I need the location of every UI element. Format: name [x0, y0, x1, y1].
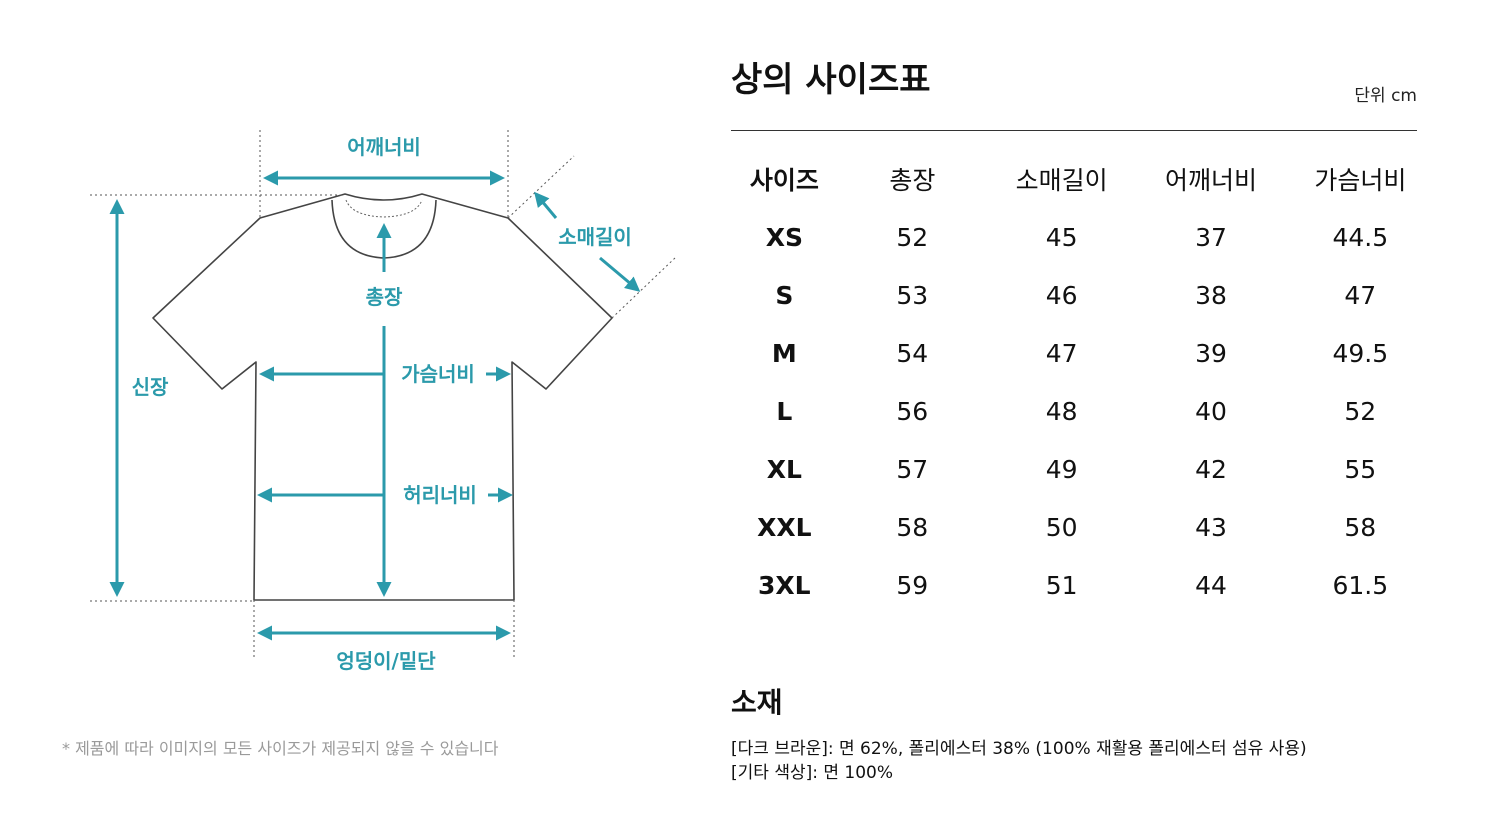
shoulder-label: 어깨너비 — [347, 135, 421, 159]
diagram-footnote: * 제품에 따라 이미지의 모든 사이즈가 제공되지 않을 수 있습니다 — [62, 739, 499, 758]
sleeve-label: 소매길이 — [558, 225, 632, 249]
size-cell: M — [771, 338, 797, 368]
sleeve-cell: 49 — [1045, 454, 1078, 484]
size-chart-title: 상의 사이즈표 — [731, 60, 931, 100]
header-chest: 가슴너비 — [1314, 166, 1407, 195]
hem-label: 엉덩이/밑단 — [336, 649, 436, 673]
size-cell: S — [775, 280, 794, 310]
chest-cell: 49.5 — [1332, 338, 1389, 368]
table-row: 3XL 59 51 44 61.5 — [731, 556, 1435, 614]
chest-cell: 61.5 — [1332, 570, 1389, 600]
guide-lines — [90, 130, 677, 658]
sleeve-cell: 45 — [1045, 222, 1078, 252]
size-cell: XL — [766, 454, 802, 484]
material-line: [기타 색상]: 면 100% — [731, 763, 894, 783]
length-cell: 57 — [896, 454, 929, 484]
size-cell: XS — [765, 222, 803, 252]
length-cell: 52 — [896, 222, 929, 252]
chest-cell: 47 — [1344, 280, 1377, 310]
material-title: 소재 — [731, 686, 783, 719]
header-sleeve: 소매길이 — [1015, 166, 1108, 195]
tshirt-measurement-diagram: 어깨너비 소매길이 총장 신장 가슴너비 허리너비 엉덩이/밑단 — [90, 130, 677, 673]
sleeve-cell: 47 — [1045, 338, 1078, 368]
chest-cell: 58 — [1344, 512, 1377, 542]
unit-label: 단위 cm — [1354, 86, 1417, 106]
length-cell: 56 — [896, 396, 929, 426]
table-row: L 56 48 40 52 — [731, 382, 1435, 440]
table-row: XL 57 49 42 55 — [731, 440, 1435, 498]
material-line: [다크 브라운]: 면 62%, 폴리에스터 38% (100% 재활용 폴리에… — [731, 739, 1307, 759]
size-table: 사이즈 총장 소매길이 어깨너비 가슴너비 XS 52 45 37 44.5 S… — [731, 150, 1435, 614]
length-cell: 58 — [896, 512, 929, 542]
table-row: XS 52 45 37 44.5 — [731, 208, 1435, 266]
shoulder-cell: 42 — [1195, 454, 1227, 484]
length-cell: 54 — [896, 338, 929, 368]
shoulder-cell: 44 — [1195, 570, 1227, 600]
length-label: 총장 — [366, 285, 403, 309]
sleeve-arrow-lower — [599, 256, 641, 292]
shoulder-cell: 40 — [1195, 396, 1227, 426]
header-size: 사이즈 — [749, 166, 819, 195]
table-row: S 53 46 38 47 — [731, 266, 1435, 324]
chest-label: 가슴너비 — [401, 362, 475, 386]
shoulder-cell: 39 — [1195, 338, 1227, 368]
chest-cell: 55 — [1344, 454, 1377, 484]
table-row: M 54 47 39 49.5 — [731, 324, 1435, 382]
tshirt-collar-stitch — [345, 199, 423, 218]
height-label: 신장 — [132, 375, 169, 399]
chest-cell: 52 — [1344, 396, 1377, 426]
size-cell: XXL — [757, 512, 812, 542]
size-cell: L — [776, 396, 793, 426]
header-divider — [731, 130, 1417, 131]
material-section: 소재 [다크 브라운]: 면 62%, 폴리에스터 38% (100% 재활용 … — [731, 683, 1307, 785]
measurement-arrows — [109, 170, 641, 641]
sleeve-cell: 48 — [1045, 396, 1078, 426]
sleeve-cell: 46 — [1045, 280, 1078, 310]
header-shoulder: 어깨너비 — [1164, 166, 1257, 195]
size-cell: 3XL — [758, 570, 811, 600]
sleeve-cell: 51 — [1045, 570, 1078, 600]
table-row: XXL 58 50 43 58 — [731, 498, 1435, 556]
shoulder-cell: 37 — [1195, 222, 1227, 252]
waist-label: 허리너비 — [403, 483, 477, 507]
size-chart-header: 상의 사이즈표 단위 cm — [731, 55, 1417, 131]
size-table-header-row: 사이즈 총장 소매길이 어깨너비 가슴너비 — [731, 150, 1435, 208]
header-length: 총장 — [889, 166, 936, 195]
chest-cell: 44.5 — [1332, 222, 1389, 252]
shoulder-cell: 43 — [1195, 512, 1227, 542]
length-cell: 59 — [896, 570, 929, 600]
sleeve-arrow-upper — [534, 191, 558, 219]
shoulder-cell: 38 — [1195, 280, 1227, 310]
sleeve-cell: 50 — [1045, 512, 1078, 542]
length-cell: 53 — [896, 280, 929, 310]
